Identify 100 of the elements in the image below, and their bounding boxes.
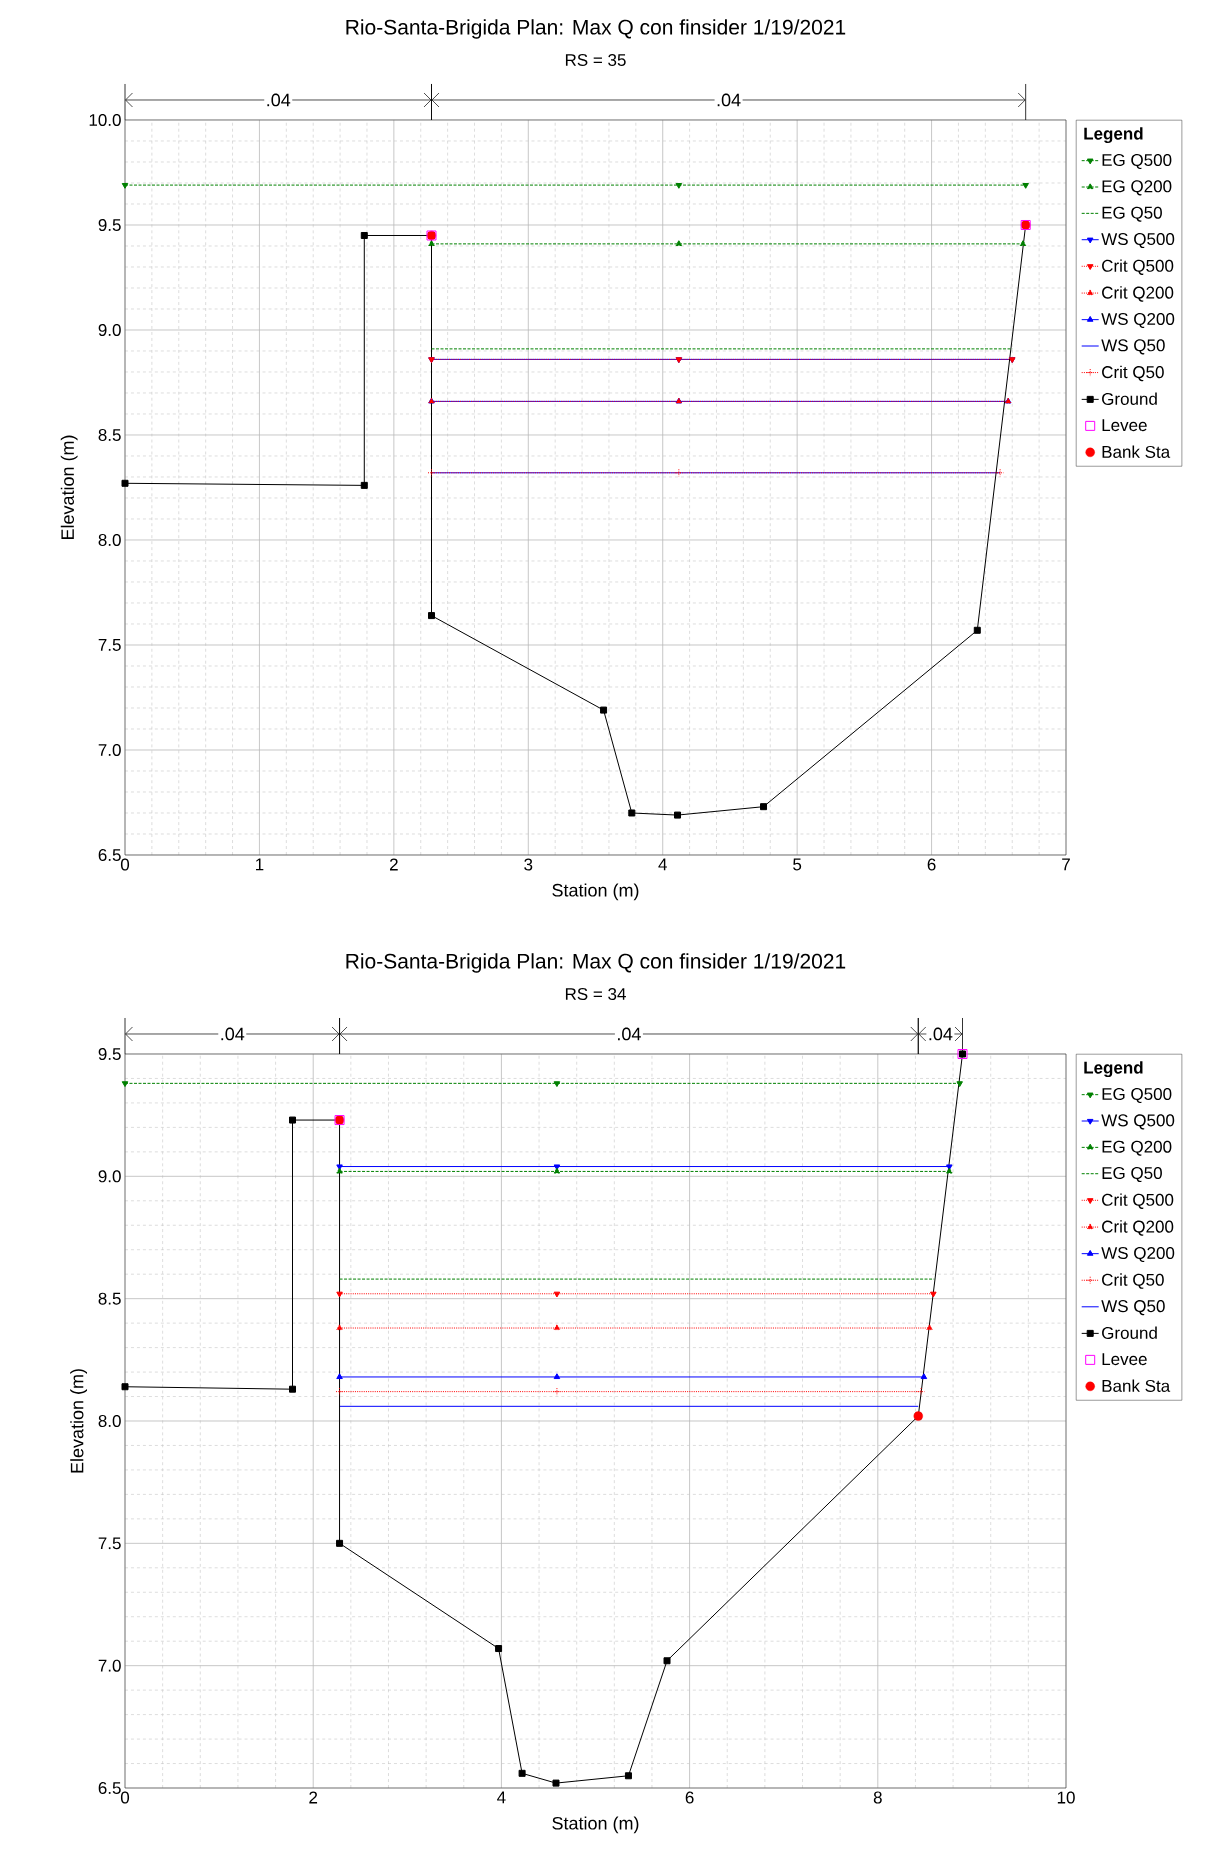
legend-label: Ground [1102, 1326, 1157, 1339]
point [760, 803, 768, 811]
point [674, 811, 682, 819]
legend-label: EG Q200 [1102, 180, 1172, 196]
legend-label: EG Q500 [1102, 153, 1172, 170]
legend-label: Crit Q500 [1102, 1193, 1174, 1209]
point [553, 1081, 561, 1088]
point [121, 182, 129, 189]
x-tick-label: 2 [309, 1791, 318, 1804]
point [553, 1373, 561, 1380]
point [926, 1324, 933, 1331]
legend-label: EG Q200 [1102, 1140, 1172, 1156]
point [675, 240, 683, 246]
y-tick-label: 7.5 [98, 639, 121, 651]
text: .04 [717, 93, 741, 107]
x-tick-label: 4 [658, 858, 667, 871]
point [674, 468, 683, 477]
y-axis-title: Elevation (m) [60, 435, 78, 540]
legend-label: Crit Q50 [1102, 1273, 1164, 1289]
point [121, 1081, 129, 1088]
point [336, 1373, 343, 1380]
x-tick-label: 6 [685, 1791, 694, 1804]
legend-label: Ground [1102, 392, 1157, 405]
y-tick-label: 8.0 [98, 533, 121, 547]
legend-label: Crit Q200 [1102, 286, 1174, 302]
point [518, 1769, 526, 1777]
legend-label: EG Q50 [1102, 206, 1162, 222]
point [428, 612, 435, 620]
legend-label: Crit Q200 [1102, 1220, 1174, 1236]
x-tick-label: 10 [1057, 1791, 1075, 1804]
y-tick-label: 6.5 [98, 1781, 121, 1795]
point [552, 1387, 561, 1396]
x-axis-title: Station (m) [552, 883, 639, 901]
text: .04 [221, 1027, 245, 1041]
x-tick-label: 8 [873, 1791, 882, 1804]
x-tick-label: 5 [793, 858, 802, 871]
point [289, 1385, 296, 1393]
y-tick-label: 9.0 [98, 323, 121, 337]
x-tick-label: 2 [389, 858, 398, 871]
x-tick-label: 7 [1062, 858, 1070, 871]
point [628, 809, 636, 817]
x-tick-label: 0 [120, 1791, 130, 1804]
x-tick-label: 3 [524, 858, 533, 871]
point [552, 1779, 560, 1787]
point [956, 1081, 963, 1088]
y-tick-label: 9.5 [98, 218, 121, 232]
point [428, 240, 435, 246]
y-tick-label: 6.5 [98, 848, 121, 862]
point [336, 1324, 343, 1331]
point [360, 231, 368, 239]
x-tick-label: 0 [120, 858, 130, 871]
y-tick-label: 10.0 [89, 113, 121, 127]
legend-label: Bank Sta [1102, 445, 1171, 458]
point [336, 1539, 344, 1547]
y-tick-label: 8.5 [98, 1292, 121, 1305]
point [1019, 240, 1027, 246]
y-tick-label: 9.0 [98, 1170, 121, 1183]
point [336, 1291, 343, 1298]
y-tick-label: 9.5 [98, 1047, 121, 1061]
point [289, 1116, 296, 1124]
x-tick-label: 4 [497, 1791, 506, 1804]
text: .04 [929, 1027, 953, 1041]
legend-label: Crit Q500 [1102, 259, 1174, 275]
legend-label: EG Q50 [1102, 1167, 1162, 1183]
legend-label: WS Q50 [1101, 1300, 1165, 1316]
legend-label: Crit Q50 [1102, 365, 1164, 382]
point [973, 626, 981, 634]
point [335, 1387, 344, 1396]
legend-label: WS Q200 [1101, 1246, 1175, 1263]
legend-label: WS Q50 [1101, 339, 1165, 355]
point [624, 1772, 632, 1780]
point [121, 1383, 129, 1391]
point [930, 1291, 937, 1298]
legend-label: EG Q500 [1102, 1087, 1172, 1104]
y-axis-title: Elevation (m) [70, 1369, 88, 1473]
y-tick-label: 8.0 [98, 1414, 121, 1428]
text: .04 [267, 93, 291, 107]
point [553, 1291, 561, 1298]
point [121, 479, 129, 487]
point [553, 1324, 561, 1331]
legend-title: Legend [1084, 1061, 1143, 1078]
point [1022, 182, 1029, 189]
chart-subtitle: RS = 34 [565, 987, 626, 1001]
point [360, 481, 368, 489]
y-tick-label: 7.5 [98, 1537, 121, 1550]
point [495, 1645, 503, 1653]
point [600, 706, 608, 714]
point [917, 1387, 926, 1396]
legend-label: WS Q500 [1101, 233, 1175, 249]
text: .04 [618, 1027, 641, 1041]
legend-label: Bank Sta [1102, 1379, 1171, 1392]
x-tick-label: 6 [927, 858, 936, 871]
legend-label: WS Q500 [1101, 1114, 1175, 1130]
point [427, 468, 436, 477]
legend-label: Levee [1102, 419, 1147, 432]
legend-label: WS Q200 [1101, 312, 1175, 329]
x-axis-title: Station (m) [552, 1816, 639, 1834]
chart-title: Rio-Santa-Brigida Plan: Max Q con finsider 1/19/2021 [346, 19, 846, 39]
point [675, 182, 683, 189]
chart-title: Rio-Santa-Brigida Plan: Max Q con finsider 1/19/2021 [346, 953, 846, 973]
